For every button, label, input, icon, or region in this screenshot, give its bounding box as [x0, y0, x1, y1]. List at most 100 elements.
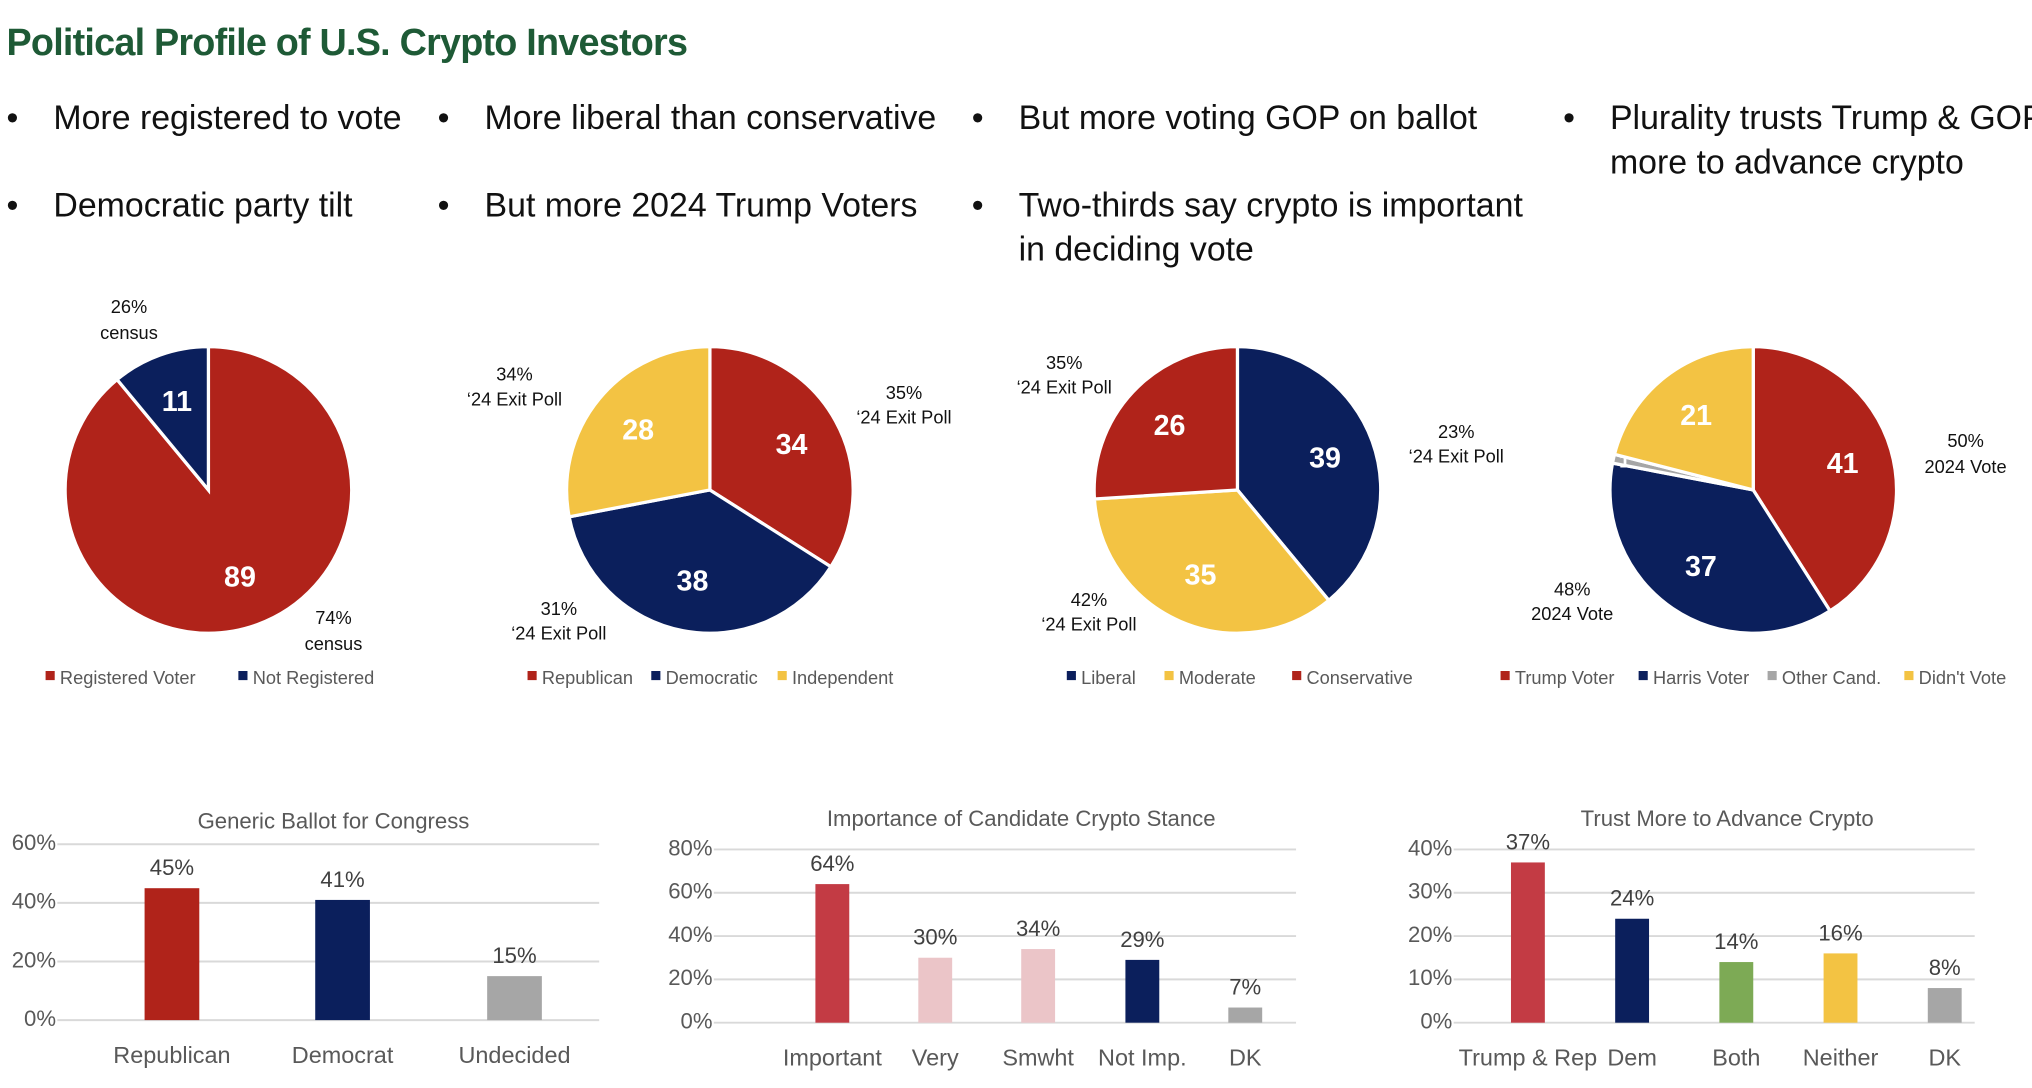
- pie-slice-not-registered: [114, 345, 211, 495]
- pie-slice-democratic: [567, 488, 834, 635]
- slice-label-harris-voter: 37: [1685, 551, 1717, 583]
- data-label: 45%: [150, 855, 194, 880]
- legend-label-moderate: Moderate: [1179, 667, 1256, 688]
- pie-annotations: 26% census 74% census 34% ‘24 Exit Poll …: [100, 296, 2007, 654]
- charts: 89 11 Registered Voter Not Registered 34 38 28…: [12, 345, 2007, 1071]
- bar-dk: [1228, 1007, 1263, 1023]
- pie-slice-liberal: [1235, 345, 1383, 603]
- pie-chart-2: 34 38 28 Republican Democratic Independent: [527, 345, 893, 688]
- bar-smwht: [1021, 949, 1056, 1023]
- data-label: 15%: [492, 943, 536, 968]
- pie-slice-moderate: [1092, 488, 1332, 635]
- bar-dk: [1927, 988, 1962, 1023]
- annotation-value: 74%: [315, 607, 351, 628]
- slice-label-conservative: 26: [1154, 410, 1186, 442]
- y-tick-label: 40%: [668, 922, 712, 947]
- bar-republican: [144, 888, 200, 1021]
- bullet-text: Plurality trusts Trump & GOP: [1610, 99, 2032, 137]
- legend-label-not-registered: Not Registered: [253, 667, 375, 688]
- data-label: 29%: [1120, 927, 1164, 952]
- y-tick-label: 0%: [1420, 1009, 1452, 1034]
- legend-swatch-didn-t-vote: [1904, 671, 1914, 681]
- legend-label-didn-t-vote: Didn't Vote: [1919, 667, 2007, 688]
- annotation-value: 35%: [886, 382, 922, 403]
- pie-slice-didn-t-vote: [1612, 345, 1755, 493]
- legend-swatch-trump-voter: [1500, 671, 1510, 681]
- annotation-value: 48%: [1554, 578, 1590, 599]
- bar-democrat: [315, 899, 370, 1021]
- bullet-list: • More registered to vote • Democratic p…: [7, 99, 2032, 269]
- data-label: 7%: [1229, 975, 1261, 1000]
- bullet-dot: •: [1563, 99, 1575, 137]
- bullet-text: more to advance crypto: [1610, 143, 1964, 181]
- y-tick-label: 0%: [681, 1009, 713, 1034]
- slice-label-registered-voter: 89: [224, 561, 256, 593]
- bullet-text: More registered to vote: [53, 99, 401, 137]
- x-tick-label: Democrat: [292, 1042, 394, 1068]
- legend-swatch-registered-voter: [45, 671, 55, 681]
- legend-swatch-harris-voter: [1638, 671, 1648, 681]
- x-tick-label: Important: [783, 1045, 882, 1071]
- bar-important: [815, 884, 850, 1023]
- slice-label-didn-t-vote: 21: [1680, 400, 1712, 432]
- legend-label-other-cand: Other Cand.: [1782, 667, 1881, 688]
- bullet-text: in deciding vote: [1019, 231, 1254, 269]
- legend-label-democratic: Democratic: [666, 667, 758, 688]
- bullet-dot: •: [438, 99, 450, 137]
- data-label: 41%: [320, 867, 364, 892]
- bullet-dot: •: [438, 186, 450, 224]
- legend-swatch-moderate: [1164, 671, 1174, 681]
- slice-label-democratic: 38: [677, 565, 709, 597]
- pie-slice-conservative: [1092, 345, 1240, 501]
- data-label: 8%: [1929, 955, 1961, 980]
- x-tick-label: Neither: [1803, 1045, 1879, 1071]
- y-tick-label: 30%: [1408, 879, 1452, 904]
- y-tick-label: 60%: [668, 879, 712, 904]
- slice-label-other-cand: 1: [1619, 451, 1630, 473]
- pie-chart-3: 39 35 26 Liberal Moderate Conservative: [1066, 345, 1413, 688]
- x-tick-label: DK: [1229, 1045, 1262, 1071]
- y-tick-label: 80%: [668, 835, 712, 860]
- data-label: 14%: [1714, 929, 1758, 954]
- legend-label-registered-voter: Registered Voter: [60, 667, 196, 688]
- annotation-value: 31%: [541, 598, 577, 619]
- legend-swatch-conservative: [1292, 671, 1302, 681]
- annotation-value: 50%: [1947, 430, 1983, 451]
- annotation-note: ‘24 Exit Poll: [856, 407, 951, 428]
- annotation-note: ‘24 Exit Poll: [1017, 377, 1112, 398]
- x-tick-label: Very: [912, 1045, 959, 1071]
- x-tick-label: Republican: [113, 1042, 230, 1068]
- bullet-text: Democratic party tilt: [53, 186, 353, 224]
- x-tick-label: Undecided: [458, 1042, 570, 1068]
- legend-label-liberal: Liberal: [1081, 667, 1136, 688]
- data-label: 30%: [913, 925, 957, 950]
- legend-label-republican: Republican: [542, 667, 633, 688]
- pie-chart-1: 89 11 Registered Voter Not Registered: [45, 345, 375, 688]
- bar-undecided: [487, 976, 542, 1021]
- slice-label-trump-voter: 41: [1827, 448, 1859, 480]
- bar-not-imp: [1125, 959, 1160, 1023]
- legend-label-conservative: Conservative: [1306, 667, 1412, 688]
- slice-label-republican: 34: [776, 429, 808, 461]
- legend-label-trump-voter: Trump Voter: [1515, 667, 1615, 688]
- data-label: 37%: [1506, 829, 1550, 854]
- bullet-text: But more voting GOP on ballot: [1019, 99, 1478, 137]
- chart-title: Importance of Candidate Crypto Stance: [827, 806, 1216, 831]
- bullet-text: More liberal than conservative: [485, 99, 937, 137]
- data-label: 64%: [810, 851, 854, 876]
- bar-trump-rep: [1510, 862, 1545, 1023]
- pie-slice-harris-voter: [1608, 461, 1833, 635]
- pie-slice-independent: [565, 345, 712, 519]
- y-tick-label: 20%: [668, 965, 712, 990]
- data-label: 16%: [1818, 920, 1862, 945]
- x-tick-label: Both: [1712, 1045, 1760, 1071]
- annotation-note: ‘24 Exit Poll: [467, 388, 562, 409]
- annotation-note: ‘24 Exit Poll: [1409, 446, 1504, 467]
- annotation-note: 2024 Vote: [1925, 456, 2007, 477]
- y-tick-label: 20%: [12, 947, 56, 972]
- annotation-value: 42%: [1071, 589, 1107, 610]
- chart-title: Trust More to Advance Crypto: [1581, 806, 1874, 831]
- annotation-note: ‘24 Exit Poll: [1041, 614, 1136, 635]
- slice-label-moderate: 35: [1185, 559, 1217, 591]
